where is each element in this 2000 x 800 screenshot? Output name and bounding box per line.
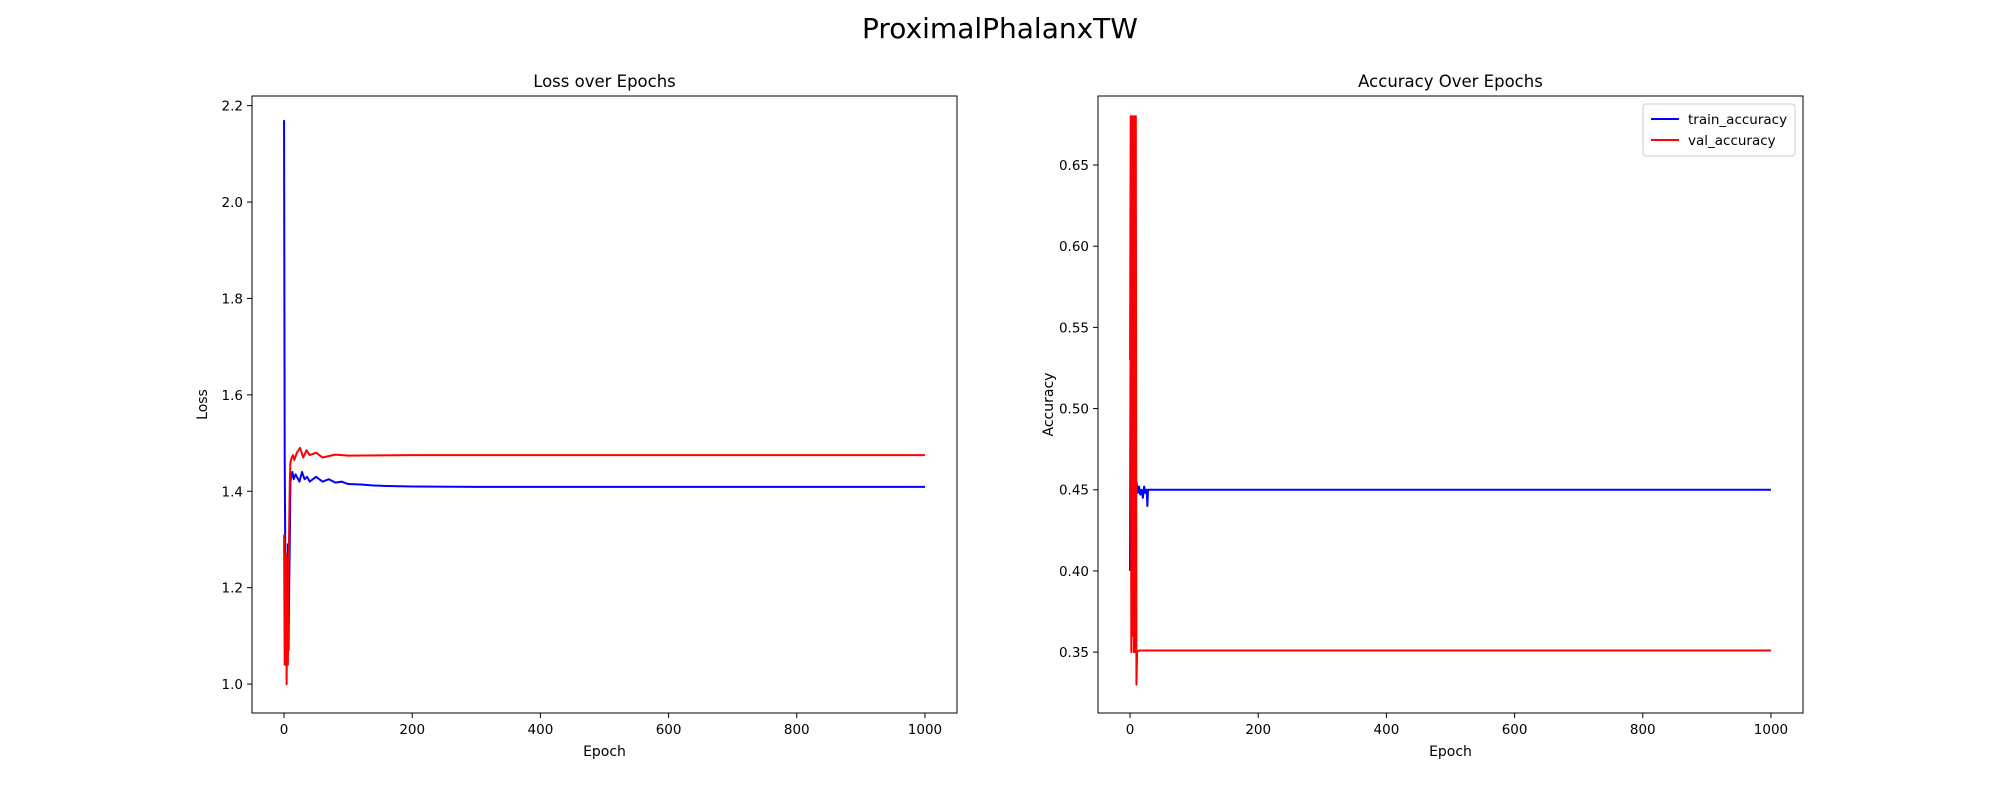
loss-chart: Loss over Epochs 0 200 400 600 800 1000 1.0 1.2 1… xyxy=(195,72,958,760)
x-tick-label: 1000 xyxy=(908,722,942,738)
x-tick-label: 800 xyxy=(1630,722,1656,738)
y-axis-label: Accuracy xyxy=(1041,373,1057,437)
x-tick-label: 800 xyxy=(784,722,810,738)
chart-title: Loss over Epochs xyxy=(533,72,676,91)
legend-label-train_accuracy: train_accuracy xyxy=(1688,112,1787,128)
series-line-train_accuracy xyxy=(1129,212,1771,571)
y-tick-label: 1.2 xyxy=(222,581,243,597)
y-tick-label: 0.40 xyxy=(1059,564,1089,580)
series-line-series-2 xyxy=(283,446,925,686)
accuracy-chart: Accuracy Over Epochs 0 200 400 600 800 1000 0.3… xyxy=(1041,72,1804,760)
chart-title: Accuracy Over Epochs xyxy=(1358,72,1543,91)
y-tick-label: 1.8 xyxy=(222,291,243,307)
series-line-series-1 xyxy=(283,120,925,661)
x-tick-label: 600 xyxy=(1502,722,1528,738)
legend: train_accuracy val_accuracy xyxy=(1642,103,1796,157)
x-tick-label: 600 xyxy=(656,722,682,738)
y-tick-label: 0.50 xyxy=(1059,402,1089,418)
x-tick-label: 400 xyxy=(528,722,554,738)
plot-frame xyxy=(251,95,958,714)
figure-title: ProximalPhalanxTW xyxy=(862,12,1138,45)
y-tick-label: 1.6 xyxy=(222,388,243,404)
series-line-val_accuracy xyxy=(1129,115,1771,686)
y-tick-label: 0.65 xyxy=(1059,158,1089,174)
y-tick-label: 0.35 xyxy=(1059,645,1089,661)
y-tick-label: 2.2 xyxy=(222,99,243,115)
legend-label-val_accuracy: val_accuracy xyxy=(1688,133,1776,149)
y-tick-label: 1.4 xyxy=(222,484,243,500)
x-axis-label: Epoch xyxy=(1429,744,1472,760)
y-tick-label: 0.55 xyxy=(1059,320,1089,336)
y-tick-label: 2.0 xyxy=(222,195,243,211)
x-tick-label: 400 xyxy=(1374,722,1400,738)
legend-box xyxy=(1642,103,1796,157)
x-tick-label: 200 xyxy=(1245,722,1271,738)
y-tick-label: 0.45 xyxy=(1059,483,1089,499)
y-tick-label: 1.0 xyxy=(222,677,243,693)
x-axis-label: Epoch xyxy=(583,744,626,760)
x-tick-label: 0 xyxy=(1126,722,1135,738)
x-tick-label: 0 xyxy=(280,722,289,738)
y-tick-label: 0.60 xyxy=(1059,239,1089,255)
y-axis-label: Loss xyxy=(195,389,211,420)
x-tick-label: 200 xyxy=(399,722,425,738)
x-tick-label: 1000 xyxy=(1754,722,1788,738)
plot-frame xyxy=(1097,95,1804,714)
